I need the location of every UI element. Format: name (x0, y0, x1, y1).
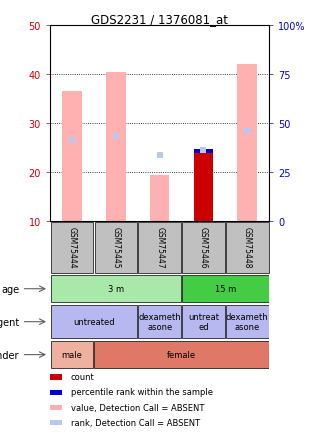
Text: age: age (1, 284, 19, 294)
Bar (50, 276, 181, 302)
Text: dexameth
asone: dexameth asone (138, 312, 181, 332)
Bar (62, 92, 82, 222)
Text: 3 m: 3 m (108, 285, 124, 293)
Text: GSM75448: GSM75448 (243, 226, 252, 267)
Text: GSM75445: GSM75445 (111, 226, 120, 268)
Bar (138, 223, 181, 273)
Bar (50, 341, 94, 368)
Point (157, 152, 162, 159)
Bar (193, 153, 213, 222)
Bar (193, 153, 213, 222)
Bar (182, 276, 269, 302)
Text: GSM75444: GSM75444 (68, 226, 76, 268)
Text: dexameth
asone: dexameth asone (226, 312, 269, 332)
Point (69, 138, 74, 145)
Bar (94, 341, 269, 368)
Text: GSM75447: GSM75447 (155, 226, 164, 268)
Text: female: female (167, 350, 196, 359)
Text: gender: gender (0, 350, 19, 360)
Title: GDS2231 / 1376081_at: GDS2231 / 1376081_at (91, 13, 228, 26)
Text: rank, Detection Call = ABSENT: rank, Detection Call = ABSENT (71, 418, 200, 427)
Text: agent: agent (0, 317, 19, 327)
Bar (50, 390, 62, 395)
Point (113, 133, 118, 140)
Point (245, 128, 250, 135)
Bar (50, 420, 62, 425)
Bar (226, 223, 269, 273)
Bar (50, 305, 137, 339)
Point (201, 148, 206, 155)
Bar (95, 223, 137, 273)
Bar (238, 65, 257, 222)
Text: untreated: untreated (73, 317, 115, 326)
Text: untreat
ed: untreat ed (188, 312, 219, 332)
Text: 15 m: 15 m (215, 285, 236, 293)
Text: count: count (71, 372, 95, 381)
Text: GSM75446: GSM75446 (199, 226, 208, 268)
Text: value, Detection Call = ABSENT: value, Detection Call = ABSENT (71, 403, 204, 411)
Bar (138, 305, 181, 339)
Text: male: male (62, 350, 82, 359)
Bar (150, 175, 170, 222)
Text: percentile rank within the sample: percentile rank within the sample (71, 388, 213, 397)
Bar (182, 305, 225, 339)
Bar (226, 305, 269, 339)
Bar (193, 149, 213, 153)
Bar (51, 223, 93, 273)
Bar (50, 375, 62, 380)
Bar (50, 404, 62, 410)
Bar (106, 72, 126, 222)
Bar (182, 223, 225, 273)
